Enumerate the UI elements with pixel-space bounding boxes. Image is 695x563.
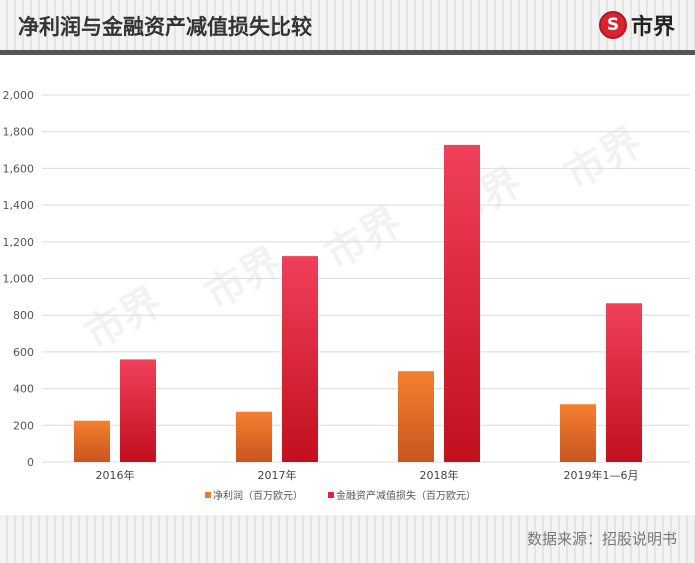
- bar-impairment-loss: [282, 256, 318, 462]
- x-tick-label: 2019年1—6月: [564, 468, 639, 482]
- header: 净利润与金融资产减值损失比较 S 市界: [0, 0, 695, 55]
- y-tick-label: 1,000: [3, 273, 35, 286]
- bar-net-profit: [236, 411, 272, 462]
- x-tick-label: 2018年: [420, 468, 459, 482]
- y-tick-label: 1,200: [3, 236, 35, 249]
- y-tick-label: 2,000: [3, 89, 35, 102]
- watermark: 市界: [557, 119, 649, 199]
- bar-net-profit: [398, 371, 434, 462]
- watermark: 市界: [77, 279, 169, 359]
- y-tick-label: 200: [13, 419, 34, 432]
- y-tick-label: 0: [27, 456, 34, 469]
- watermark: 市界: [317, 199, 409, 279]
- bar-impairment-loss: [606, 303, 642, 462]
- y-tick-label: 1,600: [3, 162, 35, 175]
- logo-text: 市界: [630, 15, 675, 40]
- bar-net-profit: [560, 404, 596, 462]
- y-tick-label: 400: [13, 383, 34, 396]
- y-tick-label: 600: [13, 346, 34, 359]
- x-tick-label: 2016年: [96, 468, 135, 482]
- logo: S 市界: [598, 9, 675, 41]
- y-tick-label: 800: [13, 309, 34, 322]
- bar-chart: 市界市界市界市界市界02004006008001,0001,2001,4001,…: [3, 89, 690, 502]
- bar-impairment-loss: [120, 359, 156, 462]
- chart-title: 净利润与金融资产减值损失比较: [18, 15, 312, 39]
- y-tick-label: 1,800: [3, 126, 35, 139]
- legend-swatch: [328, 492, 334, 498]
- x-tick-label: 2017年: [258, 468, 297, 482]
- footer: 数据来源：招股说明书: [0, 515, 695, 563]
- legend-label: 金融资产减值损失（百万欧元）: [336, 489, 476, 502]
- legend-swatch: [205, 492, 211, 498]
- logo-icon: S: [598, 11, 627, 39]
- bar-net-profit: [74, 420, 110, 462]
- bar-impairment-loss: [444, 144, 480, 463]
- header-divider: [0, 50, 695, 55]
- y-tick-label: 1,400: [3, 199, 35, 212]
- legend-label: 净利润（百万欧元）: [213, 489, 303, 502]
- source-note: 数据来源：招股说明书: [526, 530, 677, 548]
